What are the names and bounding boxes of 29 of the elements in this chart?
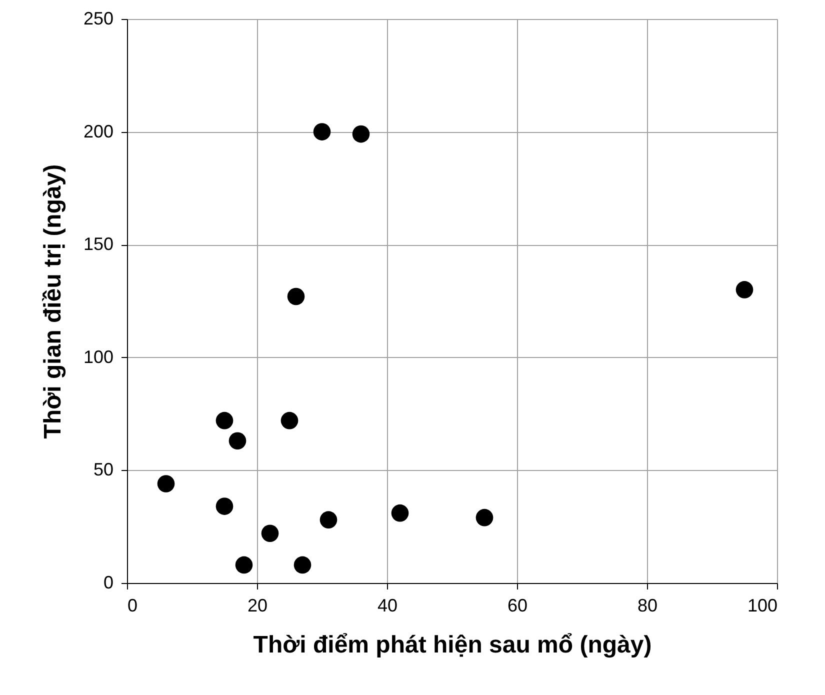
point [287,288,305,306]
y-tick-label: 100 [83,346,114,367]
point [216,412,234,430]
x-tick-label: 40 [377,596,398,616]
y-tick-label: 50 [93,460,114,480]
y-axis-title: Thời gian điều trị (ngày) [39,164,66,439]
point [476,508,494,526]
x-tick-label: 60 [507,596,528,616]
point [313,123,331,140]
point [235,556,253,574]
x-tick-label: 0 [128,596,138,616]
x-tick-label: 80 [637,596,658,616]
point [352,125,370,143]
point [320,511,338,528]
y-tick-label: 250 [83,8,114,28]
y-tick-label: 200 [83,121,114,142]
point [157,475,175,492]
point [228,432,246,450]
x-tick-label: 100 [747,596,778,616]
point [736,281,754,298]
point [280,412,298,430]
point [216,498,234,515]
x-axis-title: Thời điểm phát hiện sau mổ (ngày) [253,632,652,658]
x-tick-label: 20 [247,596,268,616]
y-tick-label: 150 [83,234,114,254]
y-tick-label: 0 [103,572,114,592]
point [391,504,409,522]
point [261,524,279,542]
point [294,556,312,574]
